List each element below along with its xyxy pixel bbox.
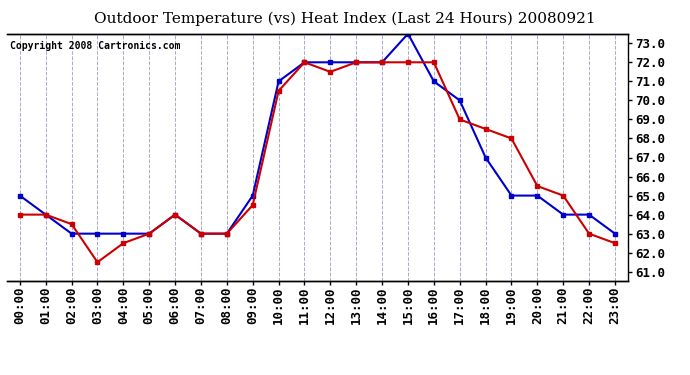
Text: Copyright 2008 Cartronics.com: Copyright 2008 Cartronics.com: [10, 41, 180, 51]
Text: Outdoor Temperature (vs) Heat Index (Last 24 Hours) 20080921: Outdoor Temperature (vs) Heat Index (Las…: [95, 11, 595, 26]
